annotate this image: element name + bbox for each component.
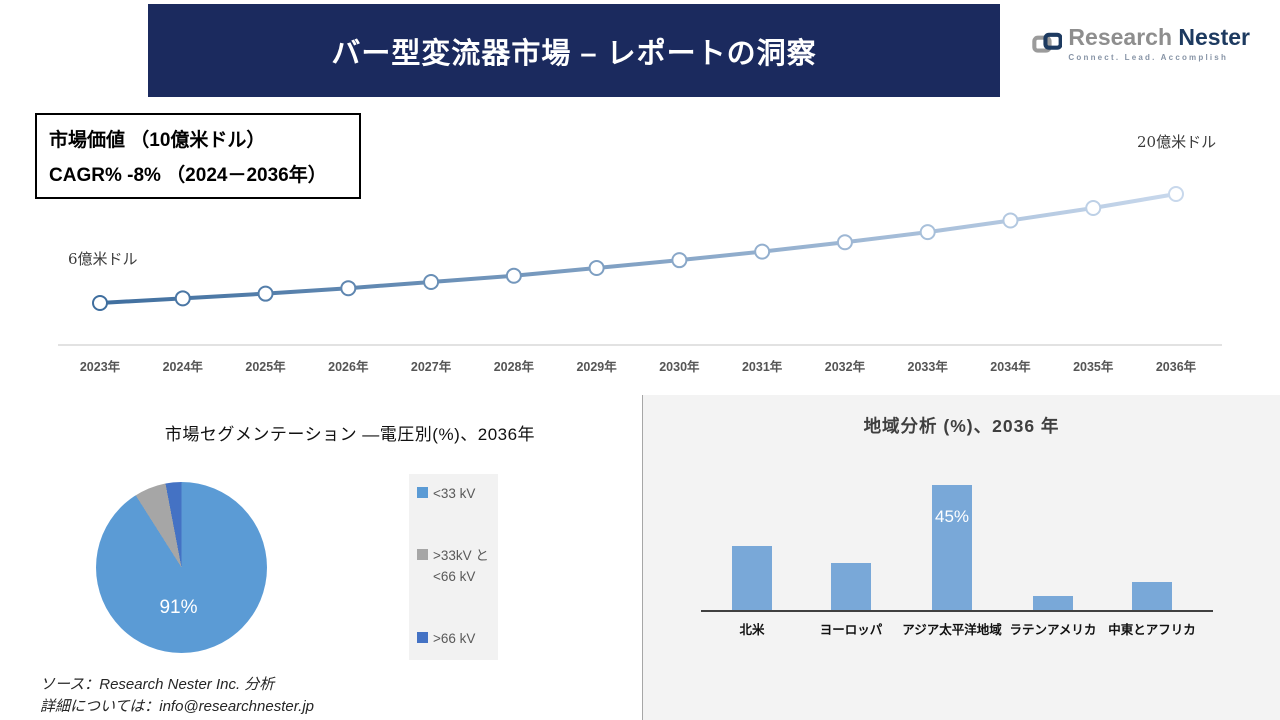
logo-link-gray [1032,35,1052,53]
year-tick-label: 2031年 [741,360,783,374]
market-value-box: 市場価値 （10億米ドル） CAGR% -8% （2024－2036年） [35,113,361,199]
bar-group: ラテンアメリカ [1010,393,1096,637]
bar-category-label: 北米 [739,623,765,637]
line-start-value-label: 6億米ドル [68,250,138,268]
year-tick-label: 2023年 [79,360,121,374]
data-point-marker [1168,186,1184,202]
data-point-marker [671,252,688,269]
year-tick-label: 2027年 [410,360,452,374]
bar-group: 中東とアフリカ [1108,393,1196,637]
year-tick-label: 2030年 [659,360,700,374]
logo-name-primary: Research [1068,24,1172,50]
legend-item: >33kV と <66 kV [417,546,490,588]
bar-group: 45% アジア太平洋地域 [902,393,1002,637]
market-value-label: 市場価値 （10億米ドル） [49,130,266,151]
market-value-line-chart [58,186,1222,346]
pie-legend: <33 kV >33kV と <66 kV >66 kV [409,474,498,660]
logo-name: Research Nester [1068,26,1250,49]
data-point-marker [836,234,853,251]
data-point-marker [423,273,440,290]
header-bar: バー型変流器市場 – レポートの洞察 [148,4,1000,97]
data-point-marker [1002,212,1019,229]
bar-category-label: ヨーロッパ [819,623,883,637]
data-point-marker [92,295,108,311]
bar-chart-title: 地域分析 (%)、2036 年 [863,416,1060,436]
region-bar [732,546,772,610]
voltage-pie-chart: 91% [96,482,267,653]
bar-category-label: ラテンアメリカ [1009,623,1097,637]
region-bar: 45% [932,485,972,610]
logo-tagline: Connect. Lead. Accomplish [1068,53,1229,62]
data-point-marker [588,259,605,276]
year-tick-label: 2028年 [493,360,534,374]
line-chart-year-labels: 2023年 2024年 2025年 2026年 2027年 2028年 2029年 2030年… [0,356,1280,376]
region-bar [1033,596,1073,610]
legend-label: >66 kV [433,631,476,647]
year-tick-label: 2029年 [576,360,617,374]
data-point-marker [174,290,191,307]
year-tick-label: 2026年 [328,360,369,374]
legend-swatch-icon [417,632,428,644]
bar-category-label: アジア太平洋地域 [902,623,1002,637]
line-markers [92,186,1184,311]
bar-group: ヨーロッパ [820,393,882,637]
year-tick-label: 2036年 [1155,360,1197,374]
logo-text: Research Nester Connect. Lead. Accomplis… [1068,26,1250,63]
cagr-label: CAGR% -8% （2024－2036年） [49,165,327,186]
data-point-marker [919,224,936,241]
data-point-marker [1085,200,1102,217]
company-logo: Research Nester Connect. Lead. Accomplis… [1032,22,1250,74]
year-tick-label: 2034年 [990,360,1031,374]
legend-item: <33 kV [417,484,490,505]
page-title: バー型変流器市場 – レポートの洞察 [331,37,817,70]
legend-item: >66 kV [417,629,490,650]
source-note: ソース：Research Nester Inc. 分析 詳細については：info… [40,674,314,718]
line-end-value-label: 20億米ドル [1137,133,1217,151]
region-bar [1132,582,1172,610]
data-point-marker [754,243,771,260]
pie-chart-title: 市場セグメンテーション ―電圧別(%)、2036年 [164,425,536,444]
trend-line [99,192,1177,305]
year-tick-label: 2032年 [824,360,866,374]
region-bar [831,563,871,610]
data-point-marker [505,267,522,284]
contact-line: 詳細については：info@researchnester.jp [40,697,314,715]
regional-analysis-panel: 地域分析 (%)、2036 年 北米 ヨーロッパ 45% アジア太平洋地域 ラテンアメリ… [642,395,1280,720]
legend-label: <33 kV [433,486,476,501]
data-point-marker [340,280,357,297]
regional-bar-chart: 北米 ヨーロッパ 45% アジア太平洋地域 ラテンアメリカ 中東とアフリカ [701,393,1213,637]
pie-slice-value-label: 91% [159,596,198,618]
legend-swatch-icon [417,549,428,561]
bar-category-label: 中東とアフリカ [1108,623,1196,637]
chain-links-icon [1032,32,1063,53]
logo-link-navy [1043,32,1063,50]
year-tick-label: 2033年 [907,360,948,374]
year-tick-label: 2024年 [162,360,203,374]
year-tick-label: 2025年 [245,360,286,374]
bar-value-label: 45% [934,507,970,526]
bar-group: 北米 [732,393,772,637]
data-point-marker [257,285,274,302]
logo-name-secondary: Nester [1178,24,1250,50]
year-tick-label: 2035年 [1073,360,1114,374]
legend-label: >33kV と <66 kV [433,548,489,584]
source-line: ソース：Research Nester Inc. 分析 [40,676,275,693]
legend-swatch-icon [417,487,428,498]
